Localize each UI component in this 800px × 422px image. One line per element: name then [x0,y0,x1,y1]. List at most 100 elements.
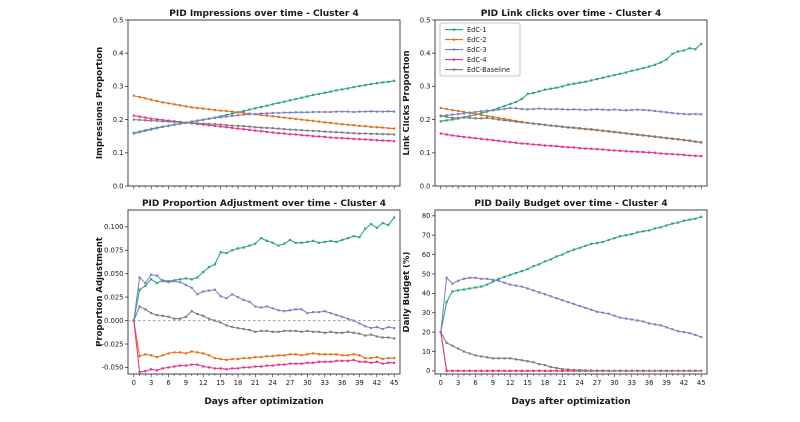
y-tick-label: 0.1 [113,149,124,157]
series-markers-EdC-2 [132,94,396,130]
x-tick-label: 15 [523,379,532,387]
plot-border [434,19,708,187]
y-tick-label: 0.3 [420,83,431,91]
legend-label: EdC-3 [467,46,487,54]
chart-title: PID Link clicks over time - Cluster 4 [481,9,662,19]
series-markers-EdC-3 [439,276,703,339]
y-tick-label: 0.050 [104,270,123,278]
y-axis-label: Impressions Proportion [96,47,105,159]
series-markers-EdC-4 [439,331,703,372]
series-markers-EdC-2 [132,319,396,361]
series-line-EdC-3 [133,274,395,330]
legend-label: EdC-1 [467,26,487,34]
x-tick-label: 42 [373,379,382,387]
legend-marker [452,48,456,51]
series-line-EdC-1 [440,43,702,122]
y-tick-label: 0.4 [420,50,431,58]
series-markers-EdC-4 [132,114,396,143]
plot-border [127,209,401,375]
chart-daily-budget: 0 10 20 30 40 50 60 70 80 0 3 6 9 12 15 18 21 24 27 30 33 36 3… [402,196,710,412]
x-tick-label: 24 [268,379,277,387]
legend-marker [452,28,456,31]
legend-box [439,22,521,77]
series-markers-EdC-4 [132,319,396,374]
series-markers-EdC-1 [132,216,396,322]
legend-label: EdC-2 [467,36,487,44]
series-line-EdC-Baseline [133,119,395,136]
series-markers-EdC-1 [439,215,703,334]
series-line-EdC-4 [440,132,702,157]
series-markers-EdC-4 [439,132,703,158]
y-tick-label: 40 [422,290,431,298]
chart-link-clicks: 0.0 0.1 0.2 0.3 0.4 0.5 EdC-1 EdC-2 EdC-3 EdC-4 Ed… [402,6,710,200]
x-tick-label: 0 [132,379,136,387]
y-tick-label: 0.2 [420,116,431,124]
y-tick-label: 60 [422,251,431,259]
y-tick-label: 0.0 [420,182,431,190]
legend-marker [452,38,456,41]
x-tick-label: 0 [439,379,443,387]
series-line-EdC-4 [133,320,395,373]
plot-border [434,209,708,375]
series-markers-EdC-Baseline [439,331,703,372]
y-tick-label: 0.025 [104,293,123,301]
legend-marker [452,58,456,61]
series-markers-EdC-2 [439,331,703,372]
y-tick-label: 0 [426,367,430,375]
series-line-EdC-2 [133,95,395,130]
y-tick-label: -0.025 [102,340,124,348]
chart-impressions: 0.0 0.1 0.2 0.3 0.4 0.5 PID Impressions over t… [95,6,403,200]
x-tick-label: 27 [593,379,602,387]
series-markers-EdC-3 [439,106,703,118]
y-tick-label: 0.000 [104,317,123,325]
y-tick-label: 80 [422,212,431,220]
x-tick-label: 9 [491,379,495,387]
chart-svg: 0.0 0.1 0.2 0.3 0.4 0.5 EdC-1 EdC-2 EdC-3 EdC-4 Ed… [402,9,708,190]
x-tick-label: 24 [575,379,584,387]
x-tick-label: 6 [473,379,477,387]
series-line-EdC-3 [133,110,395,135]
x-tick-label: 36 [645,379,654,387]
legend-label: EdC-Baseline [467,66,510,74]
x-axis-label: Days after optimization [511,397,630,407]
y-tick-label: 30 [422,309,431,317]
x-tick-label: 30 [610,379,619,387]
series-line-EdC-Baseline [440,115,702,143]
x-tick-label: 12 [199,379,208,387]
y-tick-label: 50 [422,270,431,278]
y-tick-label: 0.5 [420,16,431,24]
x-tick-label: 9 [184,379,188,387]
y-tick-label: 70 [422,232,431,240]
x-axis-label: Days after optimization [204,397,323,407]
x-tick-label: 15 [216,379,225,387]
series-line-EdC-1 [133,217,395,321]
x-tick-label: 6 [166,379,170,387]
x-tick-label: 12 [506,379,515,387]
legend-label: EdC-4 [467,56,487,64]
y-tick-label: 0.5 [113,16,124,24]
y-axis-label: Proportion Adjustment [96,237,105,347]
series-line-EdC-2 [133,320,395,361]
series-line-EdC-4 [133,115,395,142]
x-tick-label: 18 [234,379,243,387]
y-tick-label: 0.3 [113,83,124,91]
x-tick-label: 21 [251,379,260,387]
chart-title: PID Impressions over time - Cluster 4 [169,9,358,19]
y-tick-label: -0.050 [102,364,124,372]
x-tick-label: 3 [456,379,460,387]
x-tick-label: 21 [558,379,567,387]
x-tick-label: 27 [286,379,295,387]
chart-proportion-adjustment: -0.050 -0.025 0.000 0.025 0.050 0.075 0.100 0 3 6… [95,196,403,412]
chart-title: PID Daily Budget over time - Cluster 4 [474,199,667,209]
y-tick-label: 0.2 [113,116,124,124]
series-markers-EdC-Baseline [132,118,396,136]
y-tick-label: 0.100 [104,223,123,231]
x-tick-label: 36 [338,379,347,387]
chart-title: PID Proportion Adjustment over time - Cl… [142,199,386,209]
x-tick-label: 3 [149,379,153,387]
y-tick-label: 0.4 [113,50,124,58]
series-line-EdC-3 [440,276,702,338]
